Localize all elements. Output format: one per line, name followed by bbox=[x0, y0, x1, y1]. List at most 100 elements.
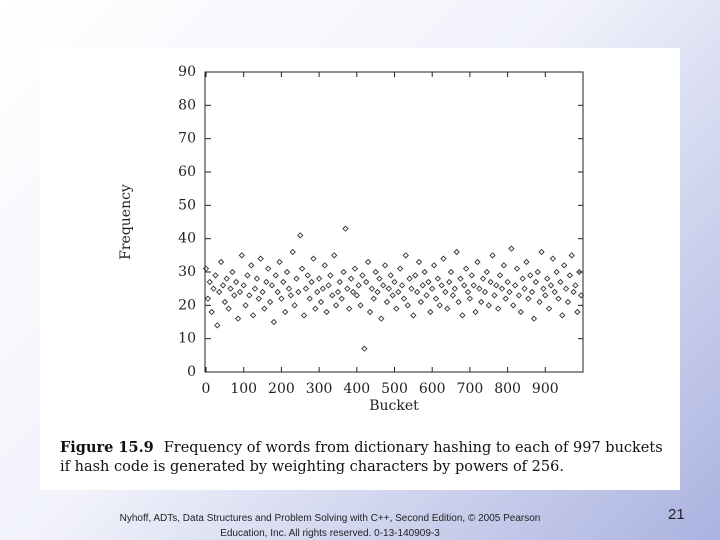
caption-label: Figure 15.9 bbox=[60, 439, 154, 456]
point bbox=[378, 315, 385, 322]
point bbox=[570, 288, 577, 296]
point bbox=[274, 288, 281, 296]
point bbox=[397, 265, 404, 272]
point bbox=[332, 302, 340, 309]
y-tick-label: 40 bbox=[178, 231, 196, 247]
point bbox=[251, 285, 259, 292]
point bbox=[253, 275, 261, 282]
x-tick-label: 600 bbox=[419, 381, 446, 397]
y-tick-label: 30 bbox=[178, 264, 196, 280]
point bbox=[530, 315, 538, 322]
point bbox=[551, 288, 558, 296]
point bbox=[297, 232, 304, 239]
point bbox=[549, 255, 556, 262]
point bbox=[214, 322, 221, 329]
y-tick-label: 0 bbox=[187, 364, 196, 380]
x-tick-label: 100 bbox=[230, 381, 257, 397]
point bbox=[442, 288, 449, 296]
point bbox=[353, 292, 360, 299]
point bbox=[278, 295, 285, 302]
point bbox=[255, 295, 262, 302]
point bbox=[387, 272, 394, 279]
point bbox=[461, 282, 468, 289]
point bbox=[500, 262, 507, 269]
point bbox=[346, 305, 353, 312]
point bbox=[525, 295, 532, 302]
point bbox=[542, 292, 549, 299]
x-tick-label: 500 bbox=[381, 381, 408, 397]
point bbox=[532, 278, 540, 286]
point bbox=[512, 282, 519, 289]
point bbox=[304, 272, 311, 279]
point bbox=[270, 318, 277, 326]
point bbox=[478, 298, 485, 306]
point bbox=[502, 295, 509, 302]
point bbox=[315, 275, 323, 282]
point bbox=[559, 312, 566, 319]
x-tick-label: 700 bbox=[457, 381, 484, 397]
point bbox=[314, 288, 321, 296]
point bbox=[361, 345, 368, 352]
point bbox=[506, 288, 513, 296]
point bbox=[553, 268, 560, 276]
point bbox=[355, 282, 362, 289]
caption-text: Frequency of words from dictionary hashi… bbox=[60, 440, 663, 475]
point bbox=[496, 272, 504, 279]
point bbox=[351, 265, 359, 272]
point bbox=[391, 278, 398, 286]
point bbox=[344, 285, 351, 292]
point bbox=[282, 308, 289, 316]
point bbox=[402, 252, 409, 259]
point bbox=[276, 258, 283, 266]
y-tick-label: 10 bbox=[178, 331, 196, 347]
point bbox=[242, 302, 249, 309]
point bbox=[568, 252, 575, 259]
point bbox=[380, 282, 387, 289]
point bbox=[295, 288, 302, 296]
point bbox=[233, 278, 240, 286]
point bbox=[366, 308, 374, 316]
x-tick-label: 800 bbox=[494, 381, 521, 397]
point bbox=[325, 282, 332, 289]
point bbox=[457, 275, 464, 282]
point bbox=[266, 298, 274, 306]
point bbox=[449, 292, 457, 299]
point bbox=[340, 268, 347, 276]
point bbox=[404, 302, 411, 309]
point bbox=[223, 275, 230, 282]
point bbox=[534, 268, 541, 276]
point bbox=[440, 255, 447, 262]
point bbox=[423, 292, 430, 299]
point bbox=[289, 248, 296, 256]
point bbox=[468, 272, 475, 279]
point bbox=[536, 298, 543, 306]
y-tick-label: 60 bbox=[178, 164, 196, 180]
point bbox=[336, 278, 343, 286]
point bbox=[210, 285, 217, 292]
point bbox=[538, 248, 545, 256]
point bbox=[523, 258, 530, 266]
point bbox=[208, 308, 215, 316]
point bbox=[476, 285, 483, 292]
point bbox=[363, 278, 370, 286]
point bbox=[312, 305, 319, 312]
x-axis-label: Bucket bbox=[369, 398, 419, 414]
point bbox=[510, 302, 517, 309]
point bbox=[429, 285, 436, 292]
point bbox=[217, 258, 225, 266]
point bbox=[459, 312, 466, 319]
point bbox=[368, 285, 376, 292]
point bbox=[225, 305, 232, 312]
point bbox=[359, 272, 366, 279]
point bbox=[493, 282, 500, 289]
point bbox=[263, 278, 270, 286]
point bbox=[562, 285, 570, 292]
point bbox=[419, 282, 426, 289]
point bbox=[236, 288, 244, 296]
point bbox=[447, 268, 455, 276]
point bbox=[444, 305, 451, 312]
point bbox=[487, 278, 494, 286]
point bbox=[331, 252, 338, 259]
point bbox=[261, 305, 268, 312]
